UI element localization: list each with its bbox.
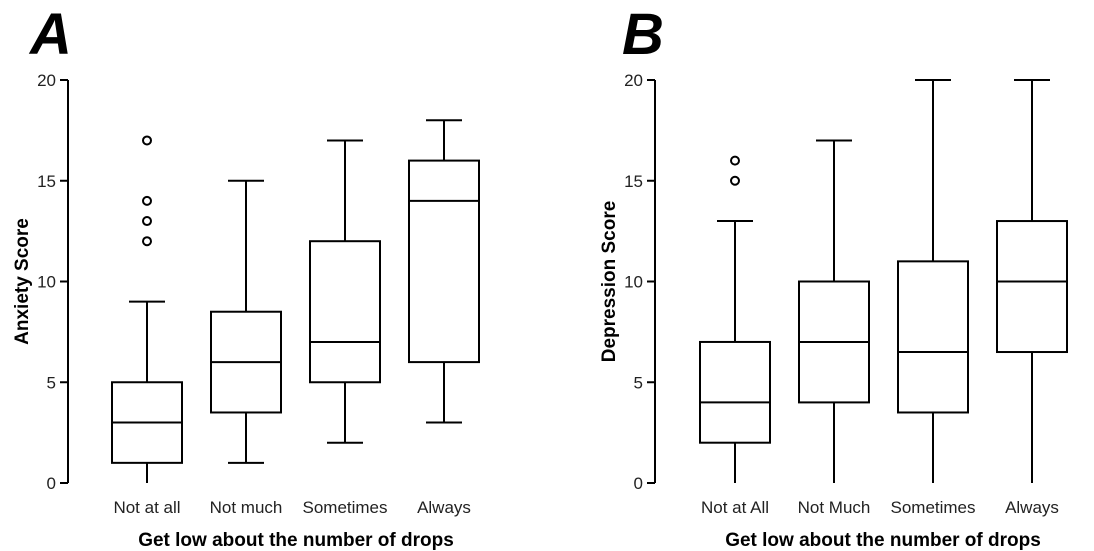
y-tick-label: 15 <box>624 172 643 191</box>
y-tick-label: 5 <box>634 373 643 392</box>
panel-label: B <box>622 2 664 67</box>
x-category-label: Not at all <box>113 498 180 517</box>
x-category-label: Always <box>1005 498 1059 517</box>
y-tick-label: 0 <box>47 474 56 493</box>
box-always <box>408 119 480 424</box>
y-tick-label: 10 <box>37 273 56 292</box>
y-tick-label: 20 <box>624 71 643 90</box>
panel-depression: B 0 5 10 15 20 Depression Score Get low about t… <box>599 2 1068 551</box>
outlier-point <box>142 216 152 227</box>
outlier-point <box>142 195 152 206</box>
iqr-box <box>699 340 771 444</box>
iqr-box <box>897 260 969 414</box>
box-sometimes <box>897 79 969 483</box>
iqr-box <box>408 159 480 364</box>
box-not-at-all <box>111 135 183 483</box>
x-axis-title: Get low about the number of drops <box>138 530 454 551</box>
box-not-much <box>210 179 282 464</box>
y-axis-title: Depression Score <box>599 201 620 363</box>
iqr-box <box>309 240 381 384</box>
box-sometimes <box>309 139 381 444</box>
y-axis-title: Anxiety Score <box>12 218 33 345</box>
x-category-label: Sometimes <box>302 498 387 517</box>
panel-anxiety: A 0 5 10 15 20 Anxiety Score Get low about the … <box>12 2 480 551</box>
outlier-point <box>730 175 740 186</box>
y-tick-label: 20 <box>37 71 56 90</box>
panel-label: A <box>28 2 72 67</box>
x-category-label: Not Much <box>798 498 871 517</box>
y-tick-label: 15 <box>37 172 56 191</box>
y-tick-label: 5 <box>47 373 56 392</box>
box-not-much <box>798 139 870 483</box>
y-tick-label: 0 <box>634 474 643 493</box>
x-category-label: Always <box>417 498 471 517</box>
x-category-label: Not at All <box>701 498 769 517</box>
box-not-at-all <box>699 155 771 483</box>
outlier-point <box>142 236 152 247</box>
x-category-label: Not much <box>210 498 283 517</box>
x-axis-title: Get low about the number of drops <box>725 530 1041 551</box>
iqr-box <box>996 220 1068 354</box>
box-always <box>996 79 1068 483</box>
outlier-point <box>730 155 740 166</box>
outlier-point <box>142 135 152 146</box>
x-category-label: Sometimes <box>890 498 975 517</box>
y-tick-label: 10 <box>624 273 643 292</box>
